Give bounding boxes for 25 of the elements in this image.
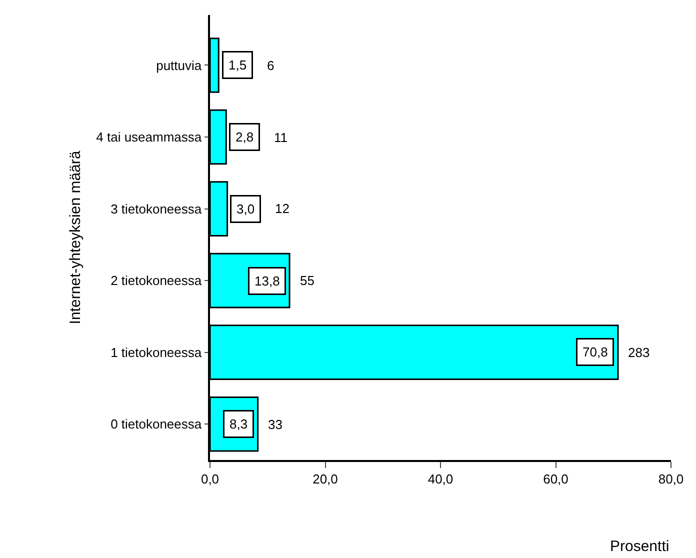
data-label: 13,8	[254, 274, 280, 288]
data-label: 8,3	[230, 416, 248, 432]
y-tick-label: 1 tietokoneessa	[110, 344, 202, 360]
y-tick-label: 3 tietokoneessa	[110, 201, 202, 216]
annotation: 55	[300, 273, 314, 288]
annotation: 33	[268, 417, 282, 432]
annotation: 283	[628, 345, 650, 360]
data-label: 3,0	[236, 202, 255, 216]
annotation: 11	[274, 130, 288, 145]
y-tick-label: 4 tai useammassa	[96, 130, 202, 145]
data-label: 1,5	[228, 58, 247, 72]
x-axis-title: Prosentti	[610, 538, 670, 555]
annotation: 6	[267, 58, 274, 73]
x-tick-label: 80,0	[658, 471, 684, 486]
x-tick-label: 60,0	[543, 471, 568, 486]
data-label: 70,8	[582, 344, 608, 360]
y-tick-label: 2 tietokoneessa	[110, 273, 202, 288]
x-tick-label: 20,0	[312, 471, 338, 486]
y-axis-title: Internet-yhteyksien määrä	[66, 150, 84, 324]
y-tick-label: 0 tietokoneessa	[110, 416, 202, 432]
x-tick-label: 40,0	[428, 471, 454, 486]
x-tick-label: 0,0	[200, 471, 220, 486]
y-tick-label: puttuvia	[156, 58, 202, 73]
annotation: 12	[275, 201, 290, 216]
data-label: 2,8	[236, 130, 254, 144]
